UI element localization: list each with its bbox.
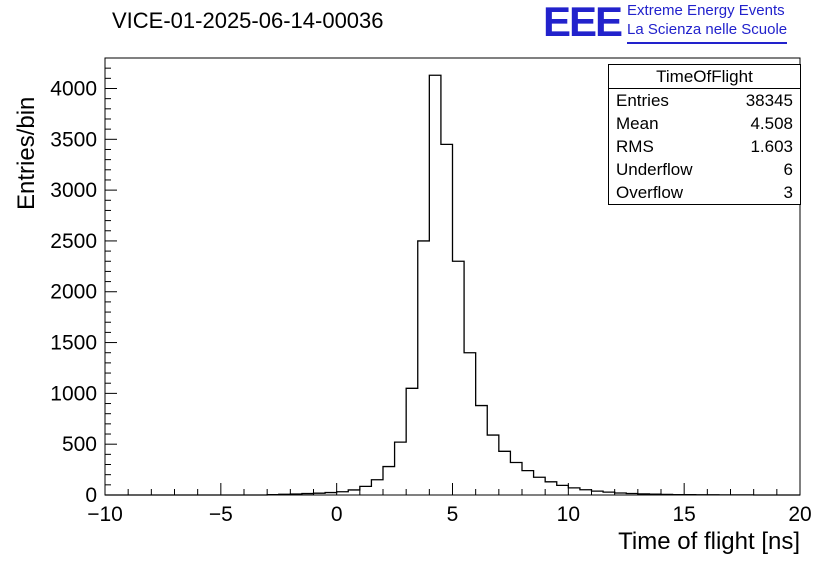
eee-logo-line1: Extreme Energy Events — [627, 2, 785, 19]
x-tick-label: 0 — [331, 503, 343, 526]
y-tick-label: 3000 — [50, 179, 97, 202]
x-axis-title: Time of flight [ns] — [618, 528, 800, 555]
stats-row-overflow: Overflow 3 — [609, 181, 800, 204]
stats-label: Overflow — [616, 183, 684, 202]
stats-value: 38345 — [745, 91, 793, 110]
y-tick-label: 2500 — [50, 230, 97, 253]
y-tick-label: 3500 — [50, 128, 97, 151]
x-tick-label: −10 — [87, 503, 123, 526]
y-tick-label: 500 — [62, 433, 97, 456]
histogram-step-line — [105, 74, 800, 496]
eee-logo-acronym: EEE — [543, 0, 623, 45]
stats-row-entries: Entries 38345 — [609, 89, 800, 112]
x-tick-label: 15 — [672, 503, 695, 526]
stats-row-rms: RMS 1.603 — [609, 135, 800, 158]
y-tick-label: 1500 — [50, 332, 97, 355]
stats-value: 1.603 — [750, 137, 793, 156]
stats-label: Entries — [616, 91, 669, 110]
y-tick-label: 4000 — [50, 77, 97, 100]
stats-row-mean: Mean 4.508 — [609, 112, 800, 135]
y-tick-label: 2000 — [50, 281, 97, 304]
stats-label: RMS — [616, 137, 654, 156]
stats-value: 6 — [783, 160, 793, 179]
x-tick-label: 10 — [557, 503, 580, 526]
x-tick-label: −5 — [209, 503, 233, 526]
stats-box: TimeOfFlight Entries 38345 Mean 4.508 RM… — [608, 64, 801, 205]
eee-logo-line2: La Scienza nelle Scuole — [627, 20, 788, 38]
stats-box-title: TimeOfFlight — [609, 65, 800, 89]
stats-label: Mean — [616, 114, 659, 133]
eee-logo-text: Extreme Energy Events La Scienza nelle S… — [627, 2, 788, 44]
y-axis-title: Entries/bin — [13, 97, 40, 210]
x-tick-label: 5 — [447, 503, 459, 526]
stats-value: 4.508 — [750, 114, 793, 133]
plot-title: VICE-01-2025-06-14-00036 — [112, 8, 384, 33]
x-tick-label: 20 — [788, 503, 811, 526]
stats-value: 3 — [783, 183, 793, 202]
stats-row-underflow: Underflow 6 — [609, 158, 800, 181]
y-tick-label: 0 — [85, 484, 97, 507]
stats-label: Underflow — [616, 160, 693, 179]
y-tick-label: 1000 — [50, 382, 97, 405]
eee-logo: EEE Extreme Energy Events La Scienza nel… — [543, 0, 788, 45]
